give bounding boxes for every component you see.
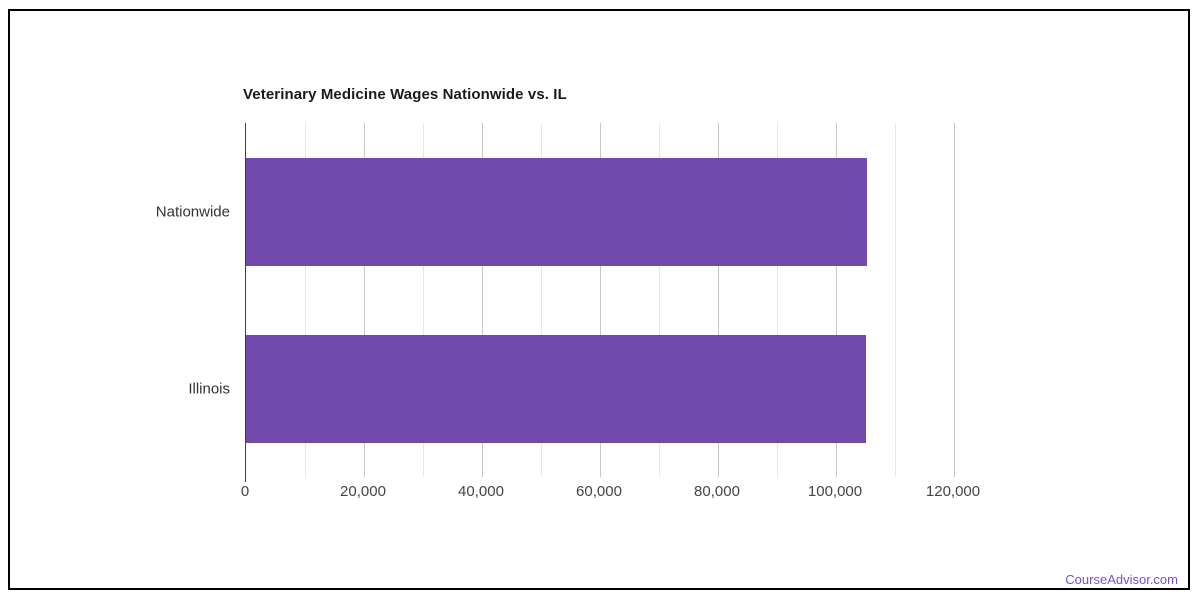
major-gridline <box>954 123 955 477</box>
minor-gridline <box>895 123 896 477</box>
bar-nationwide[interactable] <box>246 157 867 266</box>
bar-illinois[interactable] <box>246 334 866 443</box>
x-tick-label: 100,000 <box>807 483 863 500</box>
plot-area <box>245 123 1013 477</box>
major-gridline <box>718 123 719 477</box>
minor-gridline <box>423 123 424 477</box>
minor-gridline <box>541 123 542 477</box>
minor-gridline <box>777 123 778 477</box>
x-tick-label: 20,000 <box>340 483 386 500</box>
chart-border-frame <box>8 9 1190 590</box>
minor-gridline <box>305 123 306 477</box>
major-gridline <box>836 123 837 477</box>
x-tick-label: 80,000 <box>694 483 740 500</box>
courseadvisor-link[interactable]: CourseAdvisor.com <box>1065 572 1178 587</box>
major-gridline <box>600 123 601 477</box>
minor-gridline <box>659 123 660 477</box>
major-gridline <box>482 123 483 477</box>
chart-title: Veterinary Medicine Wages Nationwide vs.… <box>243 86 567 103</box>
x-tick-label: 40,000 <box>458 483 504 500</box>
x-axis-zero-tick <box>245 477 246 482</box>
category-label-nationwide: Nationwide <box>155 203 230 220</box>
x-tick-label: 0 <box>240 483 250 500</box>
x-tick-label: 60,000 <box>576 483 622 500</box>
category-label-illinois: Illinois <box>188 380 230 397</box>
x-tick-label: 120,000 <box>925 483 981 500</box>
major-gridline <box>364 123 365 477</box>
